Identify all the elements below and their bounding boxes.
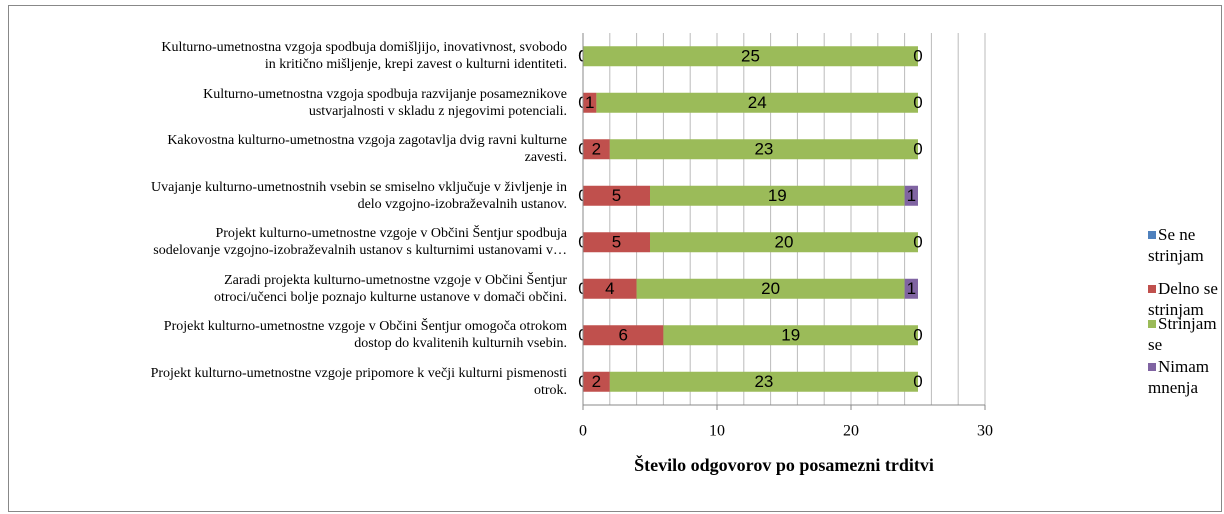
category-label: Uvajanje kulturno-umetnostnih vsebin se … (150, 179, 567, 212)
x-tick-label: 0 (579, 423, 587, 440)
category-label: Kulturno-umetnostna vzgoja spodbuja razv… (203, 86, 567, 119)
category-label: Zaradi projekta kulturno-umetnostne vzgo… (213, 272, 567, 305)
bar-segment (650, 185, 905, 206)
data-label: 6 (618, 326, 627, 345)
data-label: 4 (605, 279, 614, 298)
bar-segment (596, 92, 918, 113)
bar-segment (583, 46, 918, 67)
legend-item: Delno se strinjam (1148, 278, 1224, 320)
bar-segment (663, 325, 918, 346)
bar-segment (583, 139, 610, 160)
legend-label: Se ne strinjam (1148, 225, 1204, 265)
legend-label: Nimam mnenja (1148, 357, 1209, 397)
data-label: 24 (748, 93, 767, 112)
legend-swatch (1148, 320, 1156, 328)
x-tick-label: 10 (709, 423, 725, 440)
data-label: 25 (741, 47, 760, 66)
data-label: 0 (913, 233, 922, 252)
data-label: 19 (781, 326, 800, 345)
legend-swatch (1148, 231, 1156, 239)
bar-segment (904, 185, 918, 206)
data-label: 5 (612, 233, 621, 252)
data-label: 19 (768, 186, 787, 205)
data-label: 0 (913, 372, 922, 391)
x-tick-label: 20 (843, 423, 859, 440)
x-tick-label: 30 (977, 423, 993, 440)
bar-segment (583, 232, 650, 253)
legend-item: Se ne strinjam (1148, 224, 1224, 266)
bar-segment (609, 139, 918, 160)
chart-border (8, 5, 1222, 512)
data-label: 0 (913, 140, 922, 159)
legend-swatch (1148, 363, 1156, 371)
data-label: 23 (754, 140, 773, 159)
data-label: 1 (907, 186, 916, 205)
bar-segment (904, 278, 918, 299)
legend-item: Nimam mnenja (1148, 356, 1224, 398)
category-label: Kakovostna kulturno-umetnostna vzgoja za… (167, 133, 567, 166)
data-label: 0 (913, 326, 922, 345)
legend-swatch (1148, 285, 1156, 293)
category-label: Projekt kulturno-umetnostne vzgoje pripo… (150, 365, 567, 398)
data-label: 1 (585, 93, 594, 112)
bar-segment (609, 371, 918, 392)
data-label: 23 (754, 372, 773, 391)
category-label: Projekt kulturno-umetnostne vzgoje v Obč… (153, 226, 567, 259)
legend-label: Delno se strinjam (1148, 279, 1218, 319)
data-label: 0 (913, 47, 922, 66)
data-label: 2 (592, 140, 601, 159)
data-label: 0 (913, 93, 922, 112)
category-label: Kulturno-umetnostna vzgoja spodbuja domi… (161, 40, 567, 73)
data-label: 1 (907, 279, 916, 298)
legend-item: Strinjam se (1148, 313, 1224, 355)
bar-segment (583, 185, 650, 206)
data-label: 20 (761, 279, 780, 298)
bar-segment (583, 325, 664, 346)
x-axis-title: Število odgovorov po posamezni trditvi (634, 454, 934, 475)
data-label: 5 (612, 186, 621, 205)
bar-segment (650, 232, 918, 253)
bar-segment (583, 92, 597, 113)
bar-segment (636, 278, 905, 299)
bar-segment (583, 371, 610, 392)
category-label: Projekt kulturno-umetnostne vzgoje v Obč… (163, 319, 567, 352)
data-label: 2 (592, 372, 601, 391)
bar-segment (583, 278, 637, 299)
data-label: 20 (775, 233, 794, 252)
legend-label: Strinjam se (1148, 314, 1217, 354)
